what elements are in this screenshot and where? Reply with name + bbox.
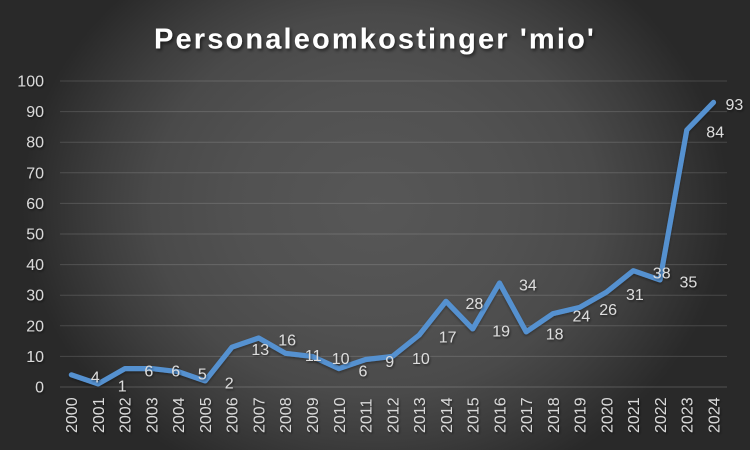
svg-text:2: 2 (225, 376, 234, 393)
svg-text:40: 40 (26, 257, 44, 274)
svg-text:2012: 2012 (385, 397, 402, 433)
svg-text:17: 17 (439, 330, 457, 347)
svg-text:2021: 2021 (626, 397, 643, 433)
svg-text:84: 84 (706, 125, 724, 142)
svg-text:6: 6 (171, 363, 180, 380)
svg-text:2013: 2013 (412, 397, 429, 433)
svg-text:2004: 2004 (171, 397, 188, 433)
svg-text:30: 30 (26, 288, 44, 305)
svg-text:2018: 2018 (546, 397, 563, 433)
svg-text:6: 6 (359, 363, 368, 380)
svg-text:31: 31 (626, 287, 644, 304)
svg-text:2022: 2022 (653, 397, 670, 433)
svg-text:100: 100 (17, 74, 44, 91)
svg-text:24: 24 (573, 308, 591, 325)
svg-text:2011: 2011 (359, 398, 376, 433)
svg-text:10: 10 (332, 351, 350, 368)
svg-text:60: 60 (26, 196, 44, 213)
svg-text:2003: 2003 (145, 397, 162, 433)
svg-text:2002: 2002 (118, 397, 135, 433)
svg-text:13: 13 (251, 342, 269, 359)
svg-text:5: 5 (198, 366, 207, 383)
svg-text:1: 1 (118, 379, 127, 396)
svg-text:6: 6 (144, 363, 153, 380)
svg-text:2000: 2000 (64, 397, 81, 433)
svg-text:20: 20 (26, 318, 44, 335)
svg-text:2016: 2016 (492, 397, 509, 433)
svg-text:2017: 2017 (519, 397, 536, 433)
svg-text:50: 50 (26, 227, 44, 244)
svg-text:93: 93 (726, 97, 744, 114)
svg-text:34: 34 (519, 278, 537, 295)
svg-text:2001: 2001 (91, 397, 108, 433)
svg-text:90: 90 (26, 104, 44, 121)
svg-text:2008: 2008 (278, 397, 295, 433)
svg-text:11: 11 (305, 348, 322, 365)
svg-text:10: 10 (26, 349, 44, 366)
svg-text:2009: 2009 (305, 397, 322, 433)
svg-text:35: 35 (680, 275, 698, 292)
svg-text:9: 9 (385, 354, 394, 371)
svg-text:80: 80 (26, 135, 44, 152)
svg-text:2019: 2019 (573, 397, 590, 433)
svg-text:2020: 2020 (599, 397, 616, 433)
svg-text:0: 0 (35, 380, 44, 397)
svg-text:26: 26 (599, 302, 617, 319)
svg-text:18: 18 (546, 327, 564, 344)
svg-text:16: 16 (278, 333, 296, 350)
svg-text:4: 4 (91, 370, 100, 387)
svg-text:Personaleomkostinger 'mio': Personaleomkostinger 'mio' (154, 24, 596, 56)
svg-text:2007: 2007 (252, 397, 269, 433)
svg-text:28: 28 (466, 296, 484, 313)
svg-text:2023: 2023 (680, 397, 697, 433)
svg-text:2010: 2010 (332, 397, 349, 433)
svg-text:19: 19 (492, 324, 510, 341)
svg-text:38: 38 (653, 265, 671, 282)
svg-text:2006: 2006 (225, 397, 242, 433)
svg-text:2015: 2015 (466, 397, 483, 433)
svg-text:2005: 2005 (198, 397, 215, 433)
svg-text:70: 70 (26, 165, 44, 182)
svg-text:10: 10 (412, 351, 430, 368)
svg-text:2024: 2024 (706, 397, 723, 433)
svg-text:2014: 2014 (439, 397, 456, 433)
